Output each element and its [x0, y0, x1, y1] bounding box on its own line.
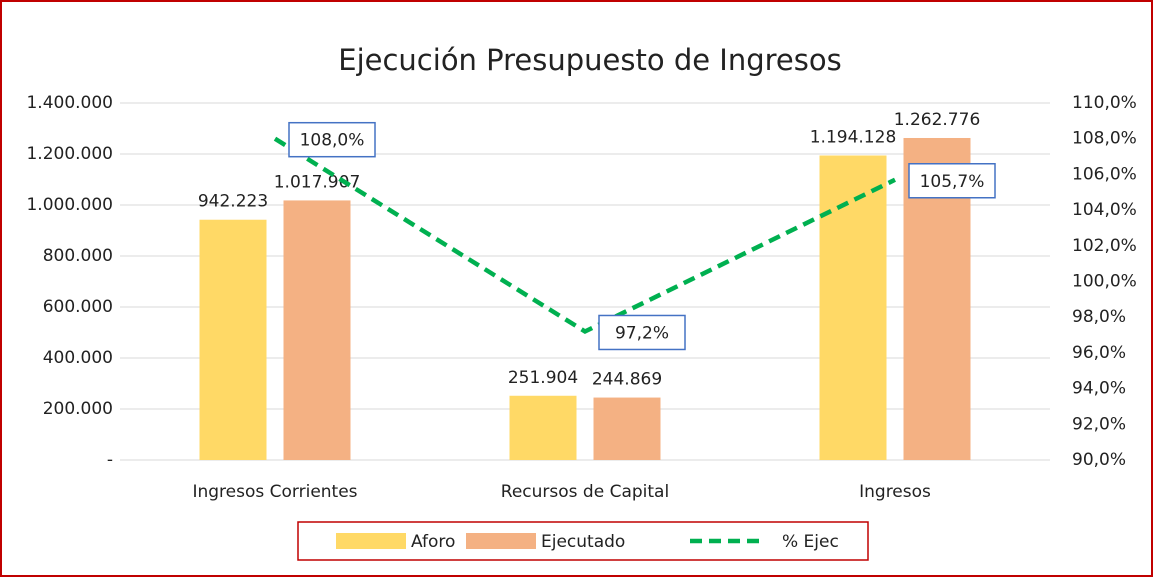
- chart-title: Ejecución Presupuesto de Ingresos: [338, 43, 841, 77]
- data-label-box: [908, 163, 996, 199]
- data-label-box: [598, 314, 686, 351]
- bar-value-label: 251.904: [508, 368, 578, 388]
- bar-value-label: 1.017.907: [274, 172, 361, 192]
- y-tick-label: -: [107, 450, 113, 470]
- line-value-label: 105,7%: [920, 172, 985, 192]
- y2-tick-label: 98,0%: [1072, 307, 1126, 327]
- y2-tick-label: 92,0%: [1072, 414, 1126, 434]
- y2-tick-label: 96,0%: [1072, 343, 1126, 363]
- bar-value-label: 1.194.128: [810, 127, 897, 147]
- y2-tick-label: 94,0%: [1072, 379, 1126, 399]
- y2-tick-label: 102,0%: [1072, 236, 1137, 256]
- y-tick-label: 200.000: [43, 399, 113, 419]
- bar: [819, 155, 887, 460]
- y-tick-label: 1.000.000: [26, 195, 113, 215]
- legend-swatch: [336, 533, 406, 549]
- bar: [283, 200, 351, 460]
- line-value-label: 108,0%: [300, 131, 365, 151]
- legend-label: Aforo: [411, 532, 455, 552]
- y-tick-label: 1.200.000: [26, 144, 113, 164]
- y-tick-label: 800.000: [43, 246, 113, 266]
- x-tick-label: Recursos de Capital: [501, 482, 669, 502]
- bar-value-label: 942.223: [198, 192, 268, 212]
- bar: [509, 395, 577, 460]
- x-tick-label: Ingresos Corrientes: [192, 482, 357, 502]
- y-tick-label: 600.000: [43, 297, 113, 317]
- line-series: [273, 136, 896, 335]
- legend-label: Ejecutado: [541, 532, 625, 552]
- y2-tick-label: 108,0%: [1072, 129, 1137, 149]
- legend-label: % Ejec: [782, 532, 839, 552]
- line-value-label: 97,2%: [615, 323, 669, 343]
- bar: [593, 397, 661, 460]
- data-label-box: [288, 121, 376, 158]
- y2-tick-label: 110,0%: [1072, 93, 1137, 113]
- y2-tick-label: 100,0%: [1072, 272, 1137, 292]
- bar-value-label: 1.262.776: [894, 110, 981, 130]
- x-tick-label: Ingresos: [859, 482, 931, 502]
- legend-swatch: [466, 533, 536, 549]
- y-tick-label: 1.400.000: [26, 93, 113, 113]
- y-tick-label: 400.000: [43, 348, 113, 368]
- y2-tick-label: 106,0%: [1072, 164, 1137, 184]
- y2-tick-label: 90,0%: [1072, 450, 1126, 470]
- bar-value-label: 244.869: [592, 370, 662, 390]
- bar: [199, 219, 267, 460]
- y2-tick-label: 104,0%: [1072, 200, 1137, 220]
